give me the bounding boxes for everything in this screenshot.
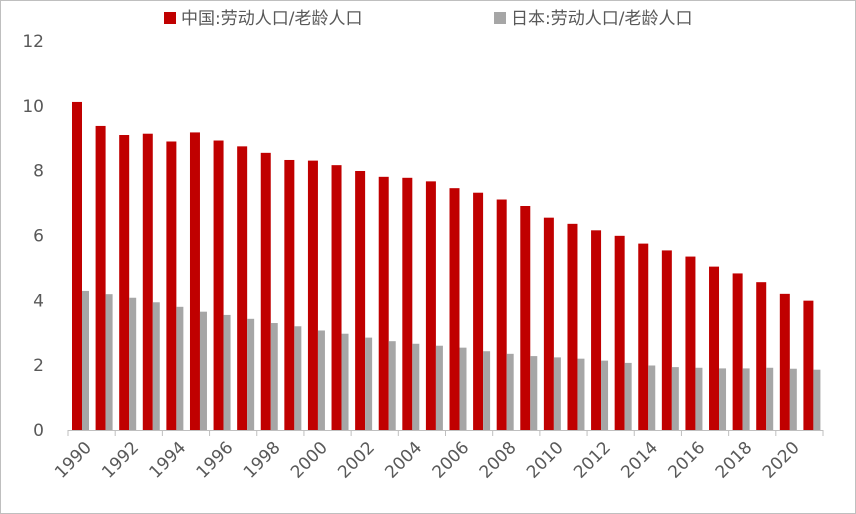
bar-china-1994 (166, 141, 177, 430)
bar-china-1997 (237, 146, 248, 430)
bar-japan-1997 (247, 318, 255, 430)
bar-china-1991 (95, 125, 106, 430)
bar-china-1999 (284, 159, 295, 430)
x-tick-label: 1996 (193, 438, 238, 483)
bar-japan-2003 (388, 341, 396, 430)
x-tick-label: 2000 (287, 438, 332, 483)
bar-china-2009 (520, 206, 531, 430)
bar-china-2003 (378, 176, 389, 430)
bar-china-2012 (591, 230, 602, 430)
bar-japan-1998 (270, 323, 278, 430)
bar-china-2019 (756, 282, 767, 430)
bars (72, 101, 821, 431)
bar-china-2002 (355, 170, 366, 430)
bar-japan-1999 (294, 326, 302, 430)
bar-china-2011 (567, 223, 578, 430)
x-tick-label: 1990 (51, 438, 96, 483)
bar-china-2000 (307, 160, 318, 430)
bar-japan-2016 (695, 367, 703, 430)
x-tick-label: 2012 (570, 438, 615, 483)
bar-china-2014 (638, 243, 649, 430)
x-tick-label: 2006 (429, 438, 474, 483)
bar-china-1993 (142, 133, 153, 430)
legend: 中国:劳动人口/老龄人口 日本:劳动人口/老龄人口 (164, 9, 692, 29)
bar-japan-2020 (789, 368, 797, 430)
bar-china-2010 (543, 217, 554, 430)
bar-japan-2014 (648, 365, 656, 430)
bar-japan-1994 (176, 306, 184, 430)
bar-japan-1990 (82, 290, 89, 430)
x-tick-label: 2018 (712, 438, 757, 483)
bar-japan-2019 (766, 367, 774, 430)
bar-china-2013 (614, 235, 625, 430)
bar-china-2005 (425, 181, 436, 430)
x-tick-label: 2014 (617, 438, 662, 483)
bar-japan-1995 (199, 311, 207, 430)
bar-japan-2000 (317, 330, 325, 430)
bar-japan-1996 (223, 314, 231, 430)
bar-china-2021 (803, 300, 814, 430)
y-axis: 0 2 4 6 8 10 12 (22, 32, 44, 441)
legend-swatch-china (164, 12, 176, 24)
bar-china-2020 (779, 293, 790, 430)
bar-china-2004 (402, 177, 413, 430)
bar-japan-2005 (435, 345, 443, 430)
y-tick-label: 0 (33, 421, 44, 441)
bar-japan-1992 (129, 297, 137, 430)
x-tick-label: 2020 (759, 438, 804, 483)
bar-china-2018 (732, 273, 743, 430)
bar-china-1995 (189, 132, 200, 431)
bar-japan-2009 (530, 356, 538, 430)
bar-japan-2012 (601, 360, 609, 430)
x-tick-label: 1994 (145, 438, 190, 483)
x-tick-label: 2008 (476, 438, 521, 483)
bar-japan-2001 (341, 333, 349, 430)
y-tick-label: 12 (22, 32, 44, 52)
bar-china-2007 (473, 192, 484, 430)
y-tick-label: 10 (22, 97, 44, 117)
x-tick-label: 2004 (381, 438, 426, 483)
x-tick-label: 2010 (523, 438, 568, 483)
x-tick-label: 2002 (334, 438, 379, 483)
y-tick-label: 2 (33, 356, 44, 376)
bar-china-2006 (449, 188, 460, 430)
bar-japan-2015 (671, 367, 679, 430)
bar-japan-1993 (152, 302, 160, 430)
bar-china-2016 (685, 256, 696, 430)
y-tick-label: 6 (33, 227, 44, 247)
bar-china-1990 (72, 101, 82, 431)
bar-japan-2004 (412, 343, 420, 430)
bar-japan-2007 (483, 351, 491, 430)
y-tick-label: 4 (33, 291, 44, 311)
bar-china-2001 (331, 165, 342, 431)
legend-label-japan: 日本:劳动人口/老龄人口 (511, 9, 692, 29)
x-tick-label: 1992 (98, 438, 143, 483)
bar-japan-2002 (365, 337, 373, 430)
y-tick-label: 8 (33, 162, 44, 182)
legend-swatch-japan (494, 12, 506, 24)
bar-japan-2013 (624, 362, 632, 430)
bar-japan-2021 (813, 369, 821, 430)
bar-china-1998 (260, 152, 271, 430)
bar-japan-2017 (719, 368, 727, 430)
x-tick-label: 2016 (665, 438, 710, 483)
x-tick-label: 1998 (240, 438, 285, 483)
legend-label-china: 中国:劳动人口/老龄人口 (181, 9, 362, 29)
bar-japan-2010 (553, 357, 561, 430)
bar-china-2015 (661, 250, 672, 430)
bar-china-1992 (119, 135, 130, 430)
bar-japan-2011 (577, 358, 585, 430)
bar-japan-2018 (742, 368, 750, 430)
bar-japan-2006 (459, 347, 467, 430)
bar-china-2008 (496, 199, 507, 430)
x-axis: 1990 1992 1994 1996 1998 2000 2002 2004 2006 2008… (51, 430, 824, 483)
bar-japan-1991 (105, 294, 113, 430)
bar-china-2017 (709, 266, 720, 430)
bar-china-1996 (213, 140, 224, 430)
bar-japan-2008 (506, 353, 514, 430)
